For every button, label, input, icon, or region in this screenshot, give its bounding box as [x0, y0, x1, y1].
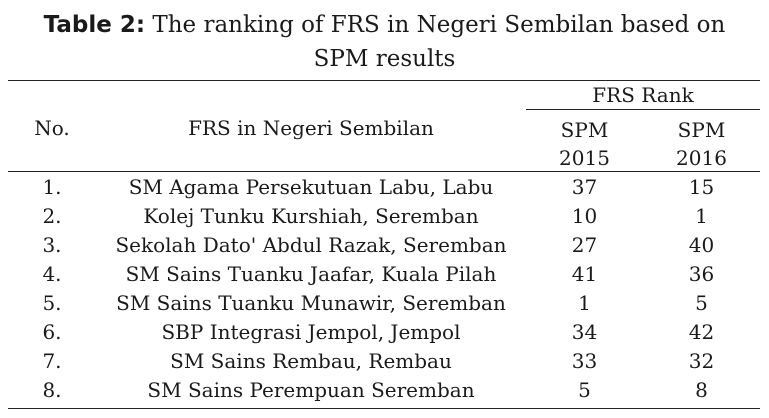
row-number: 8. [42, 378, 62, 402]
table-top-rule [8, 80, 760, 81]
table-caption: Table 2: The ranking of FRS in Negeri Se… [0, 8, 769, 76]
school-name: SM Sains Rembau, Rembau [170, 349, 452, 373]
header-spm-2015-bottom: 2015 [559, 146, 610, 170]
header-no: No. [34, 116, 70, 140]
table-row: 1. SM Agama Persekutuan Labu, Labu 37 15 [8, 173, 760, 202]
school-name: SM Sains Tuanku Jaafar, Kuala Pilah [125, 262, 497, 286]
rank-spm-2016: 15 [688, 175, 715, 199]
row-number: 2. [42, 204, 62, 228]
row-number: 4. [42, 262, 62, 286]
row-number: 7. [42, 349, 62, 373]
rank-group-rule [526, 109, 760, 110]
caption-line-1: Table 2: The ranking of FRS in Negeri Se… [0, 8, 769, 42]
header-frs-name: FRS in Negeri Sembilan [188, 116, 434, 140]
school-name: SM Sains Perempuan Seremban [147, 378, 475, 402]
table-row: 3. Sekolah Dato' Abdul Razak, Seremban 2… [8, 231, 760, 260]
ranking-table-body: 1. SM Agama Persekutuan Labu, Labu 37 15… [8, 173, 760, 405]
rank-spm-2016: 8 [695, 378, 708, 402]
rank-spm-2016: 1 [695, 204, 708, 228]
header-spm-2015-top: SPM [560, 118, 609, 142]
rank-spm-2015: 33 [571, 349, 598, 373]
row-number: 1. [42, 175, 62, 199]
row-number: 6. [42, 320, 62, 344]
caption-label: Table 2: [43, 12, 146, 38]
header-spm-2016-bottom: 2016 [676, 146, 727, 170]
school-name: SM Agama Persekutuan Labu, Labu [128, 175, 494, 199]
rank-spm-2015: 41 [571, 262, 598, 286]
rank-spm-2015: 37 [571, 175, 598, 199]
table-bottom-rule [8, 408, 760, 409]
rank-spm-2016: 36 [688, 262, 715, 286]
header-spm-2016-top: SPM [677, 118, 726, 142]
header-spm-2015: SPM 2015 [526, 116, 643, 172]
caption-text: The ranking of FRS in Negeri Sembilan ba… [145, 12, 726, 38]
rank-spm-2015: 27 [571, 233, 598, 257]
rank-spm-2016: 5 [695, 291, 708, 315]
table-row: 7. SM Sains Rembau, Rembau 33 32 [8, 347, 760, 376]
school-name: SM Sains Tuanku Munawir, Seremban [116, 291, 506, 315]
table-row: 6. SBP Integrasi Jempol, Jempol 34 42 [8, 318, 760, 347]
rank-spm-2016: 32 [688, 349, 715, 373]
table-row: 8. SM Sains Perempuan Seremban 5 8 [8, 376, 760, 405]
school-name: SBP Integrasi Jempol, Jempol [161, 320, 461, 344]
rank-spm-2015: 10 [571, 204, 598, 228]
header-bottom-rule [8, 171, 760, 172]
rank-spm-2016: 42 [688, 320, 715, 344]
rank-spm-2015: 1 [578, 291, 591, 315]
rank-spm-2016: 40 [688, 233, 715, 257]
row-number: 3. [42, 233, 62, 257]
table-row: 5. SM Sains Tuanku Munawir, Seremban 1 5 [8, 289, 760, 318]
table-row: 4. SM Sains Tuanku Jaafar, Kuala Pilah 4… [8, 260, 760, 289]
header-spm-2016: SPM 2016 [643, 116, 760, 172]
school-name: Sekolah Dato' Abdul Razak, Seremban [115, 233, 507, 257]
header-frs-rank: FRS Rank [592, 83, 694, 107]
table-row: 2. Kolej Tunku Kurshiah, Seremban 10 1 [8, 202, 760, 231]
row-number: 5. [42, 291, 62, 315]
rank-spm-2015: 34 [571, 320, 598, 344]
school-name: Kolej Tunku Kurshiah, Seremban [143, 204, 479, 228]
rank-spm-2015: 5 [578, 378, 591, 402]
caption-line-2: SPM results [313, 46, 456, 72]
